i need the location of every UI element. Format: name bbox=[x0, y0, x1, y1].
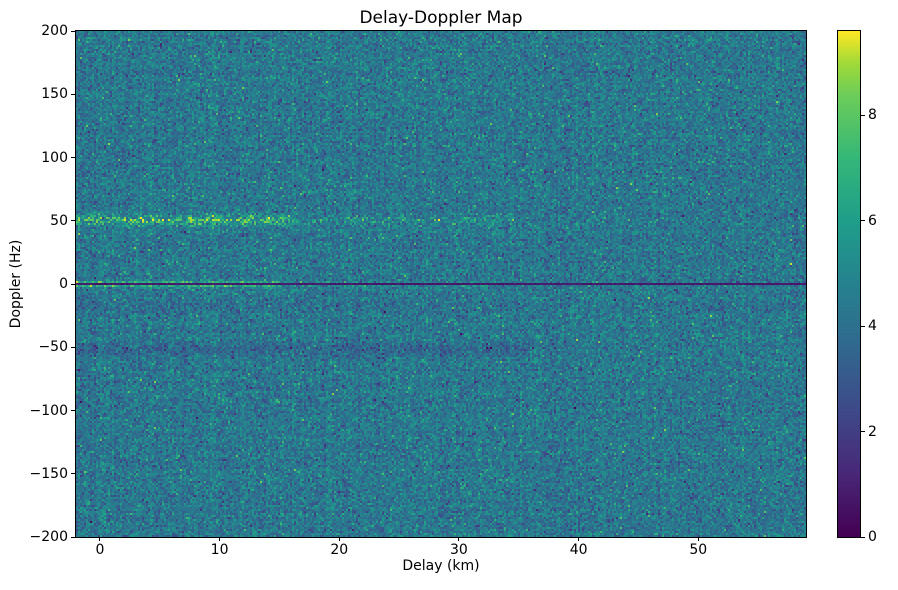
x-tick-mark bbox=[578, 537, 580, 541]
colorbar-tick-label: 6 bbox=[868, 212, 877, 229]
colorbar-tick-mark bbox=[861, 325, 865, 327]
y-tick-mark bbox=[71, 93, 75, 95]
y-tick-mark bbox=[71, 157, 75, 158]
x-tick-mark bbox=[338, 537, 340, 541]
colorbar-tick-mark bbox=[861, 114, 865, 116]
y-tick-label: 100 bbox=[41, 149, 68, 166]
y-tick-mark bbox=[71, 536, 75, 538]
y-tick-label: 0 bbox=[59, 276, 68, 292]
y-tick-mark bbox=[71, 473, 75, 475]
x-tick-mark bbox=[99, 537, 101, 541]
colorbar-tick-label: 8 bbox=[868, 107, 877, 124]
x-tick-mark bbox=[697, 537, 699, 541]
y-tick-label: −50 bbox=[38, 339, 68, 356]
x-tick-label: 50 bbox=[689, 542, 708, 558]
y-tick-label: −200 bbox=[29, 529, 68, 545]
y-tick-mark bbox=[71, 283, 75, 285]
colorbar-tick-mark bbox=[861, 431, 865, 433]
y-tick-mark bbox=[71, 220, 75, 222]
y-tick-mark bbox=[71, 410, 75, 411]
x-tick-mark bbox=[458, 537, 460, 541]
y-tick-mark bbox=[71, 346, 75, 348]
plot-title: Delay-Doppler Map bbox=[359, 8, 523, 28]
colorbar-tick-label: 2 bbox=[868, 423, 877, 440]
colorbar-tick-label: 0 bbox=[868, 529, 877, 545]
colorbar-tick-mark bbox=[861, 220, 865, 222]
colorbar-tick-label: 4 bbox=[868, 318, 877, 335]
y-tick-label: 200 bbox=[41, 23, 68, 39]
y-tick-label: 150 bbox=[41, 86, 68, 103]
x-tick-label: 40 bbox=[569, 542, 588, 558]
x-tick-label: 0 bbox=[95, 542, 105, 558]
y-tick-label: −150 bbox=[29, 465, 68, 482]
x-tick-label: 10 bbox=[210, 542, 229, 558]
x-axis-label: Delay (km) bbox=[402, 558, 480, 574]
x-tick-label: 30 bbox=[450, 542, 468, 558]
y-tick-label: −100 bbox=[29, 402, 68, 419]
y-tick-mark bbox=[71, 30, 75, 32]
x-tick-label: 20 bbox=[330, 542, 349, 558]
colorbar-tick-mark bbox=[861, 536, 865, 538]
x-tick-mark bbox=[219, 537, 221, 541]
heatmap-canvas bbox=[76, 31, 806, 537]
colorbar bbox=[838, 31, 860, 537]
y-tick-label: 50 bbox=[50, 212, 68, 229]
